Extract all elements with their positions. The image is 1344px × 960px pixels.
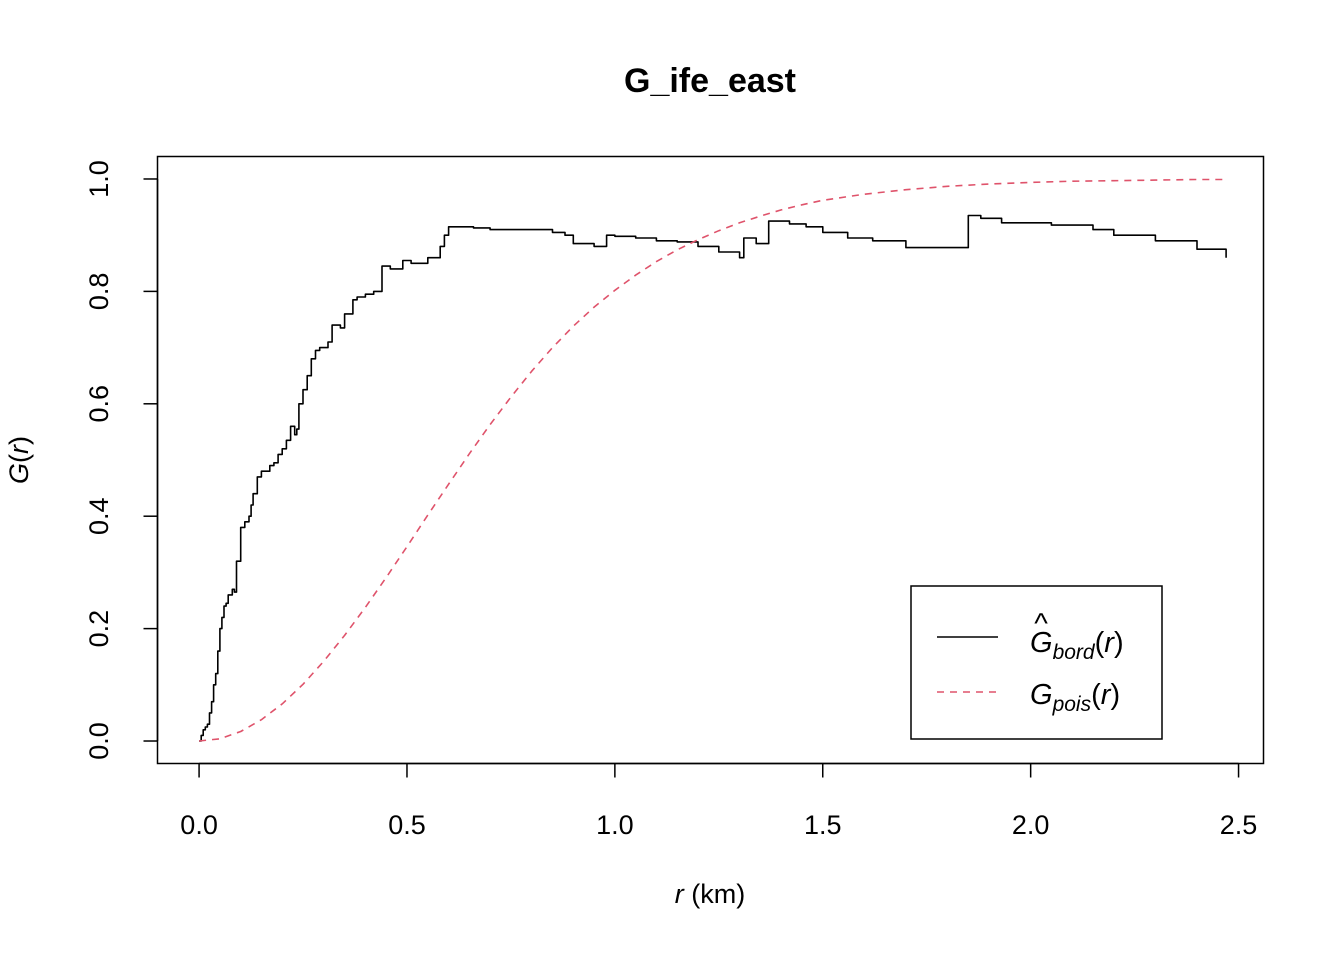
legend-label-pois: Gpois(r)	[1030, 679, 1120, 716]
legend-entry-bord: ^ Gbord(r)	[1030, 608, 1124, 664]
y-tick-label: 0.4	[84, 497, 114, 535]
legend-label-bord: Gbord(r)	[1030, 627, 1124, 664]
x-axis-label: r (km)	[675, 879, 745, 909]
y-axis: 0.0 0.2 0.4 0.6 0.8 1.0	[84, 160, 159, 760]
y-axis-label-func: G	[4, 463, 34, 484]
legend-box	[910, 585, 1163, 740]
legend: ^ Gbord(r) Gpois(r)	[910, 585, 1163, 740]
x-tick-label: 0.5	[388, 810, 426, 840]
x-axis-label-unit: (km)	[684, 879, 745, 909]
y-tick-label: 0.0	[84, 722, 114, 760]
x-tick-label: 2.0	[1012, 810, 1050, 840]
y-tick-label: 1.0	[84, 160, 114, 198]
series-layer	[199, 178, 1227, 742]
x-tick-label: 0.0	[180, 810, 218, 840]
x-tick-label: 2.5	[1220, 810, 1258, 840]
x-axis-label-var: r	[675, 879, 685, 909]
x-tick-label: 1.0	[596, 810, 634, 840]
y-axis-label-open: (	[4, 454, 34, 463]
legend-hat-bord: ^	[1034, 608, 1048, 640]
series-line-pois	[199, 178, 1227, 742]
legend-entry-pois: Gpois(r)	[1030, 679, 1120, 716]
y-tick-label: 0.6	[84, 385, 114, 423]
y-tick-label: 0.8	[84, 273, 114, 311]
y-axis-label: G(r)	[4, 436, 34, 484]
x-tick-label: 1.5	[804, 810, 842, 840]
y-axis-label-close: )	[4, 436, 34, 445]
series-line-bord	[199, 214, 1227, 742]
y-tick-label: 0.2	[84, 610, 114, 648]
x-axis: 0.0 0.5 1.0 1.5 2.0 2.5	[180, 762, 1258, 840]
chart-title: G_ife_east	[624, 62, 796, 100]
y-axis-label-var: r	[4, 444, 34, 454]
